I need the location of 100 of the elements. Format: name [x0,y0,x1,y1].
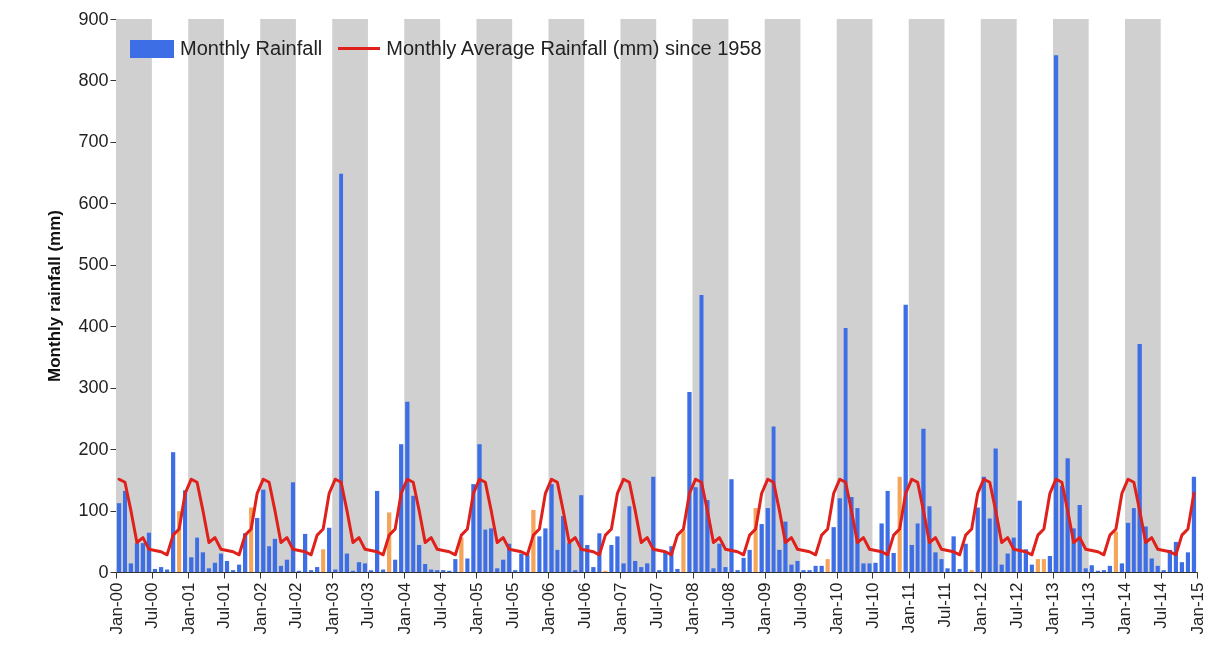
bar [393,559,398,572]
x-tick-label: Jul-14 [1151,582,1171,629]
bar [1047,556,1053,572]
y-tick-label: 800 [78,69,109,90]
legend-label: Monthly Average Rainfall (mm) since 1958 [386,37,762,60]
x-tick-label: Jul-06 [574,582,594,629]
x-tick-label: Jan-11 [899,582,919,634]
x-tick-label: Jul-10 [862,582,882,629]
y-tick-label: 0 [98,561,109,582]
line-series [117,477,1196,557]
bar [152,568,158,572]
x-tick-label: Jan-00 [106,582,126,635]
bar [579,495,584,572]
x-tick-label: Jul-03 [358,582,378,629]
bar [1035,559,1041,572]
bar [765,508,770,572]
y-tick-label: 100 [78,500,109,521]
bar [891,552,896,572]
bar [344,553,350,572]
bar [362,563,368,572]
bar [315,567,320,572]
bar [195,537,200,572]
y-tick-label: 400 [78,315,109,336]
x-tick-label: Jul-07 [646,582,666,629]
bar [681,530,686,572]
bar [1089,565,1094,572]
bar [1125,522,1131,572]
x-tick-label: Jul-12 [1007,582,1027,629]
x-tick-label: Jan-10 [827,582,847,635]
bar [1107,565,1113,572]
bar [999,564,1004,572]
x-tick-label: Jan-08 [683,582,703,635]
bar [1113,531,1118,572]
bar [567,543,572,572]
bar [519,553,524,572]
y-tick-label: 600 [78,192,109,213]
bar [1059,485,1064,572]
bar [200,552,206,572]
x-tick-label: Jan-13 [1043,582,1063,635]
x-tick-label: Jul-02 [286,582,306,629]
bar [237,564,242,572]
y-tick-label: 200 [78,438,109,459]
bar [1041,559,1046,572]
x-tick-label: Jan-06 [538,582,558,635]
bar [1149,558,1154,572]
bar [189,557,194,572]
bar [272,538,278,572]
bar [140,543,146,572]
y-tick-label: 300 [78,377,109,398]
bar [284,559,290,572]
bar [411,495,416,572]
x-tick-label: Jul-04 [430,582,450,629]
bar [158,567,164,572]
bar [1029,564,1034,572]
bar [261,489,266,572]
bar [1179,562,1185,572]
bar [909,544,914,572]
bar [339,173,344,572]
bar [290,482,296,572]
x-tick-label: Jan-12 [971,582,991,635]
x-tick-label: Jan-04 [394,582,414,635]
bar [987,518,992,572]
bar [645,563,650,572]
bar [957,568,962,572]
x-tick-label: Jul-01 [214,582,234,629]
bar [1053,55,1059,572]
bar [963,543,968,572]
bar [278,565,284,572]
bar [837,498,842,572]
bar [825,559,830,572]
bar [495,568,500,572]
bar [453,559,458,572]
bar [134,543,139,572]
bar [609,544,614,572]
x-tick-label: Jan-05 [466,582,486,635]
bar [212,562,218,572]
x-tick-label: Jan-03 [322,582,342,635]
bar [374,490,380,572]
x-tick-label: Jan-14 [1115,582,1135,635]
bar [1119,563,1125,572]
bar [1083,568,1088,572]
bar [405,401,410,572]
bar [633,560,638,572]
bar [975,507,980,572]
legend-label: Monthly Rainfall [180,37,323,60]
bar [465,558,470,572]
bar [639,567,644,572]
y-tick-label: 500 [78,254,109,275]
x-tick-label: Jul-05 [502,582,522,629]
x-tick-label: Jan-02 [250,582,270,635]
bar [1131,508,1136,572]
x-tick-label: Jan-15 [1187,582,1207,635]
x-tick-label: Jul-11 [934,582,954,628]
x-tick-label: Jul-00 [142,582,162,629]
bar [267,546,272,572]
bar [651,476,656,572]
bar [218,553,224,572]
x-tick-label: Jan-09 [755,582,775,635]
bar [1005,553,1010,572]
bar [423,564,428,572]
